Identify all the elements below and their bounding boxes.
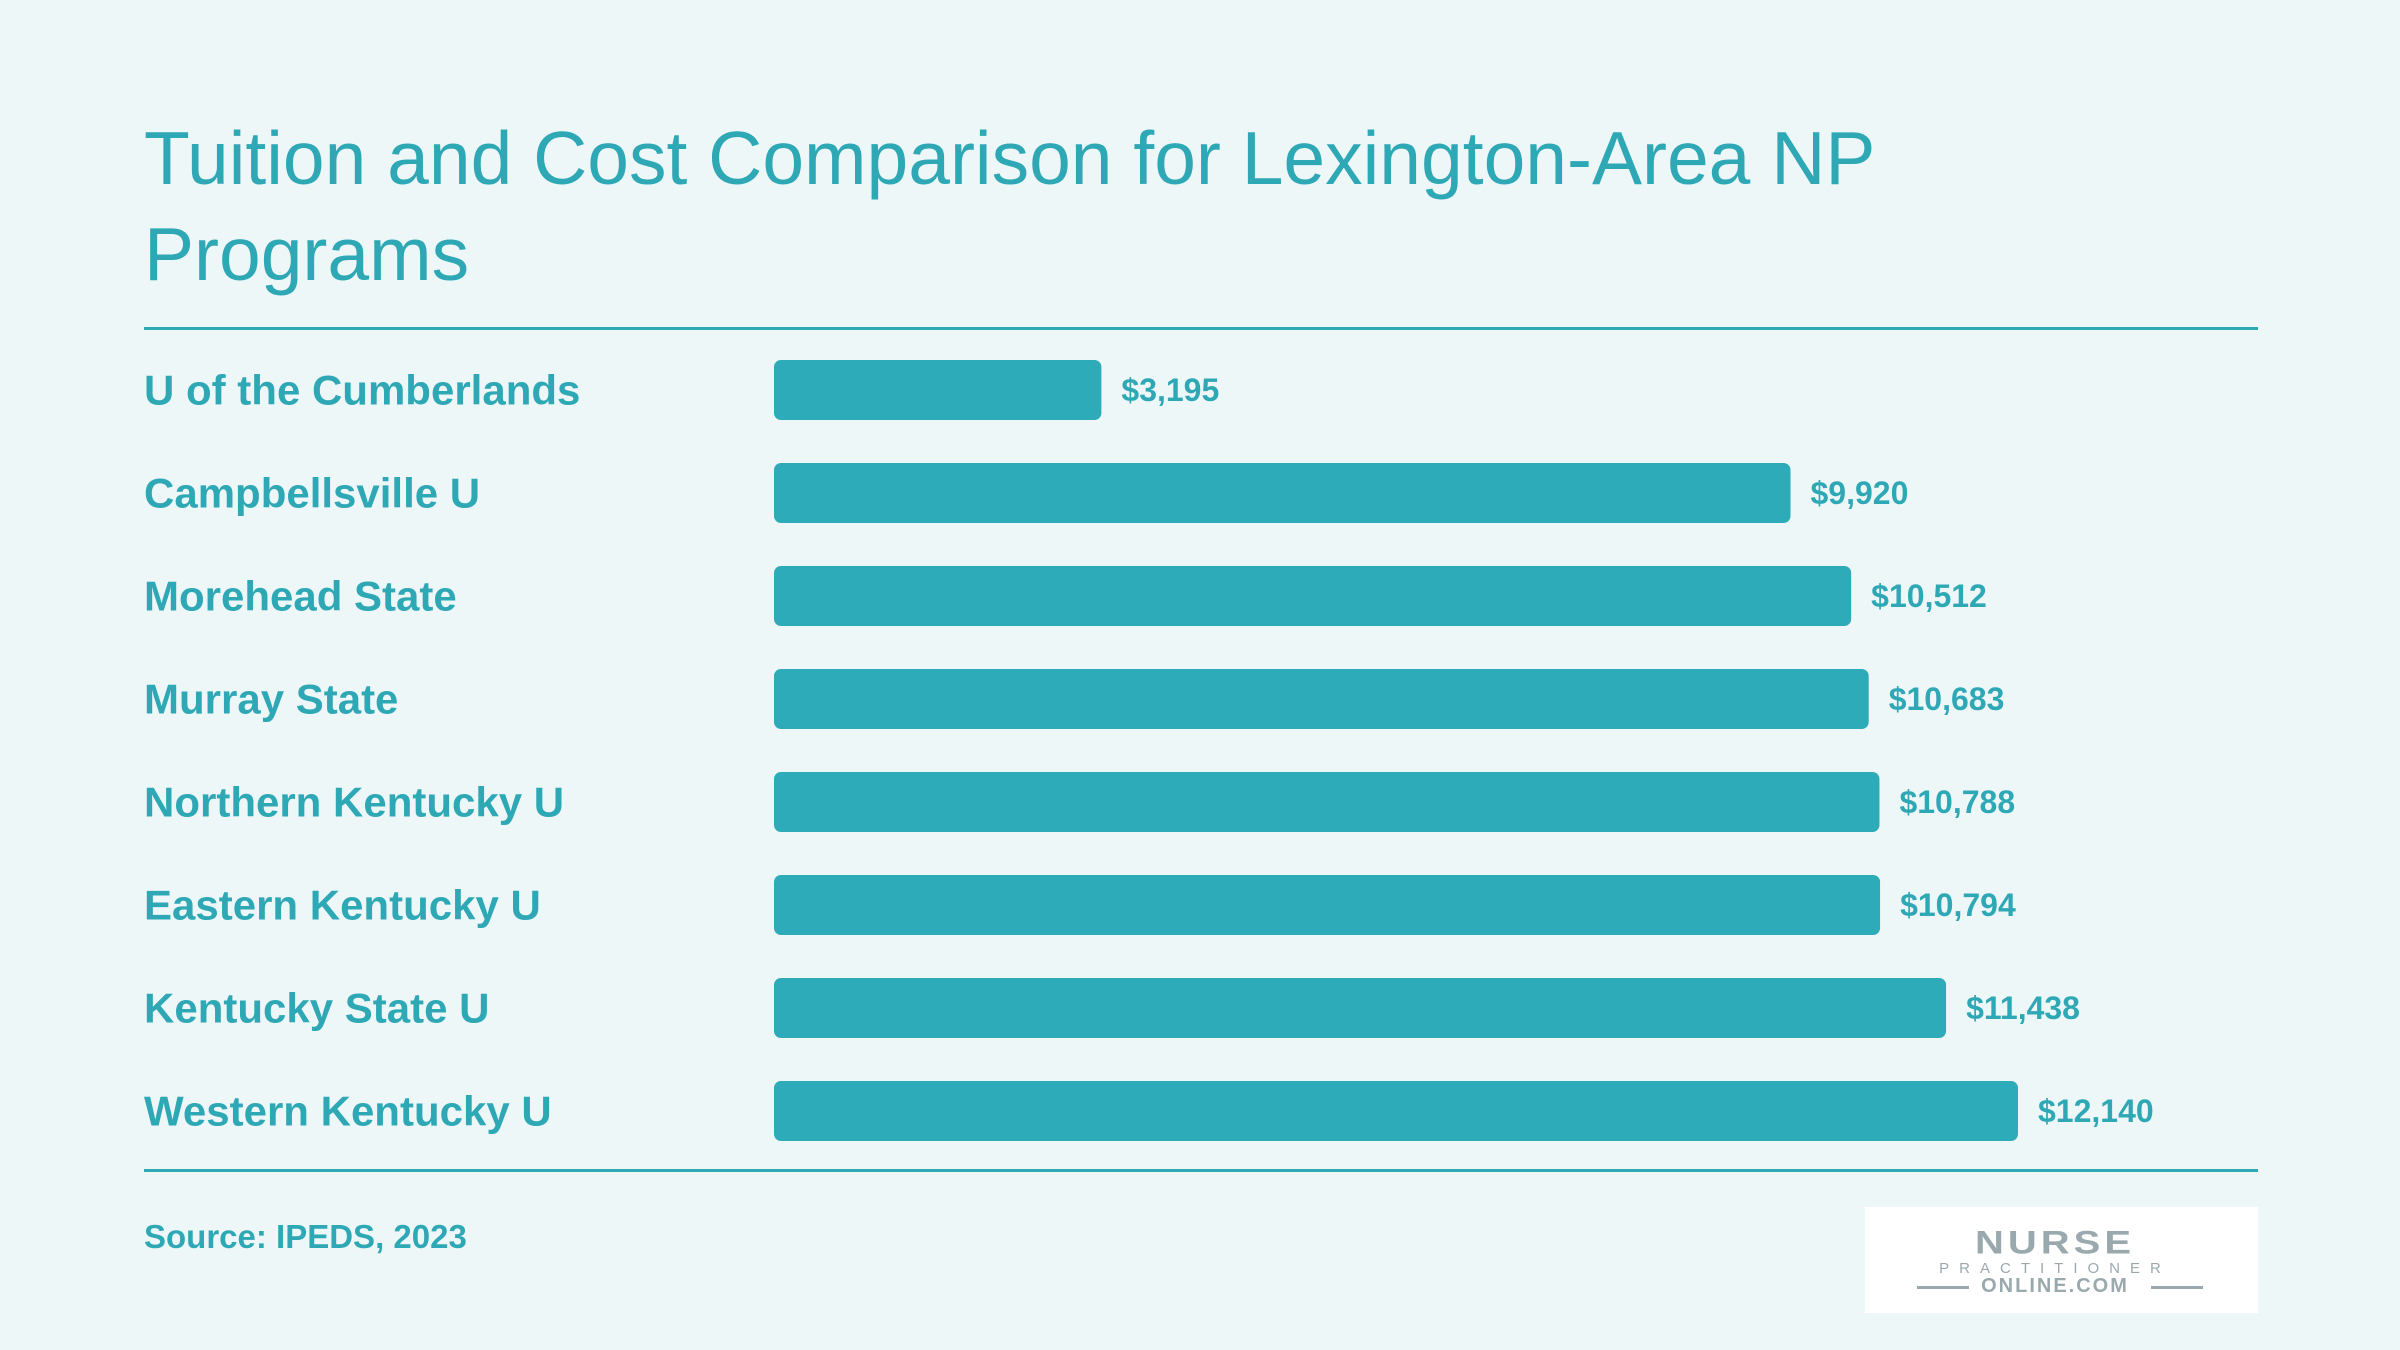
bar — [774, 978, 1946, 1038]
bottom-divider — [144, 1169, 2258, 1172]
nurse-practitioner-online-logo: NURSE PRACTITIONER ONLINE.COM — [1865, 1207, 2258, 1313]
category-label: Morehead State — [144, 573, 457, 620]
category-label: Northern Kentucky U — [144, 779, 564, 826]
value-label: $3,195 — [1121, 372, 1219, 408]
bar — [774, 669, 1869, 729]
value-label: $9,920 — [1811, 475, 1909, 511]
value-label: $10,683 — [1889, 681, 2005, 717]
value-label: $10,788 — [1899, 784, 2015, 820]
value-label: $11,438 — [1966, 990, 2080, 1026]
category-label: Murray State — [144, 676, 398, 723]
logo-nurse-text: NURSE — [1909, 1227, 2201, 1259]
value-label: $10,512 — [1871, 578, 1987, 614]
category-label: Eastern Kentucky U — [144, 882, 541, 929]
category-label: Campbellsville U — [144, 470, 480, 517]
logo-right-dash — [2151, 1286, 2203, 1289]
category-label: Western Kentucky U — [144, 1088, 552, 1135]
bar — [774, 463, 1791, 523]
value-label: $12,140 — [2038, 1093, 2154, 1129]
bar — [774, 566, 1851, 626]
bar — [774, 360, 1101, 420]
category-label: Kentucky State U — [144, 985, 489, 1032]
category-label: U of the Cumberlands — [144, 367, 580, 414]
bar — [774, 875, 1880, 935]
bar — [774, 772, 1879, 832]
value-label: $10,794 — [1900, 887, 2016, 923]
source-note: Source: IPEDS, 2023 — [144, 1218, 467, 1256]
bar — [774, 1081, 2018, 1141]
